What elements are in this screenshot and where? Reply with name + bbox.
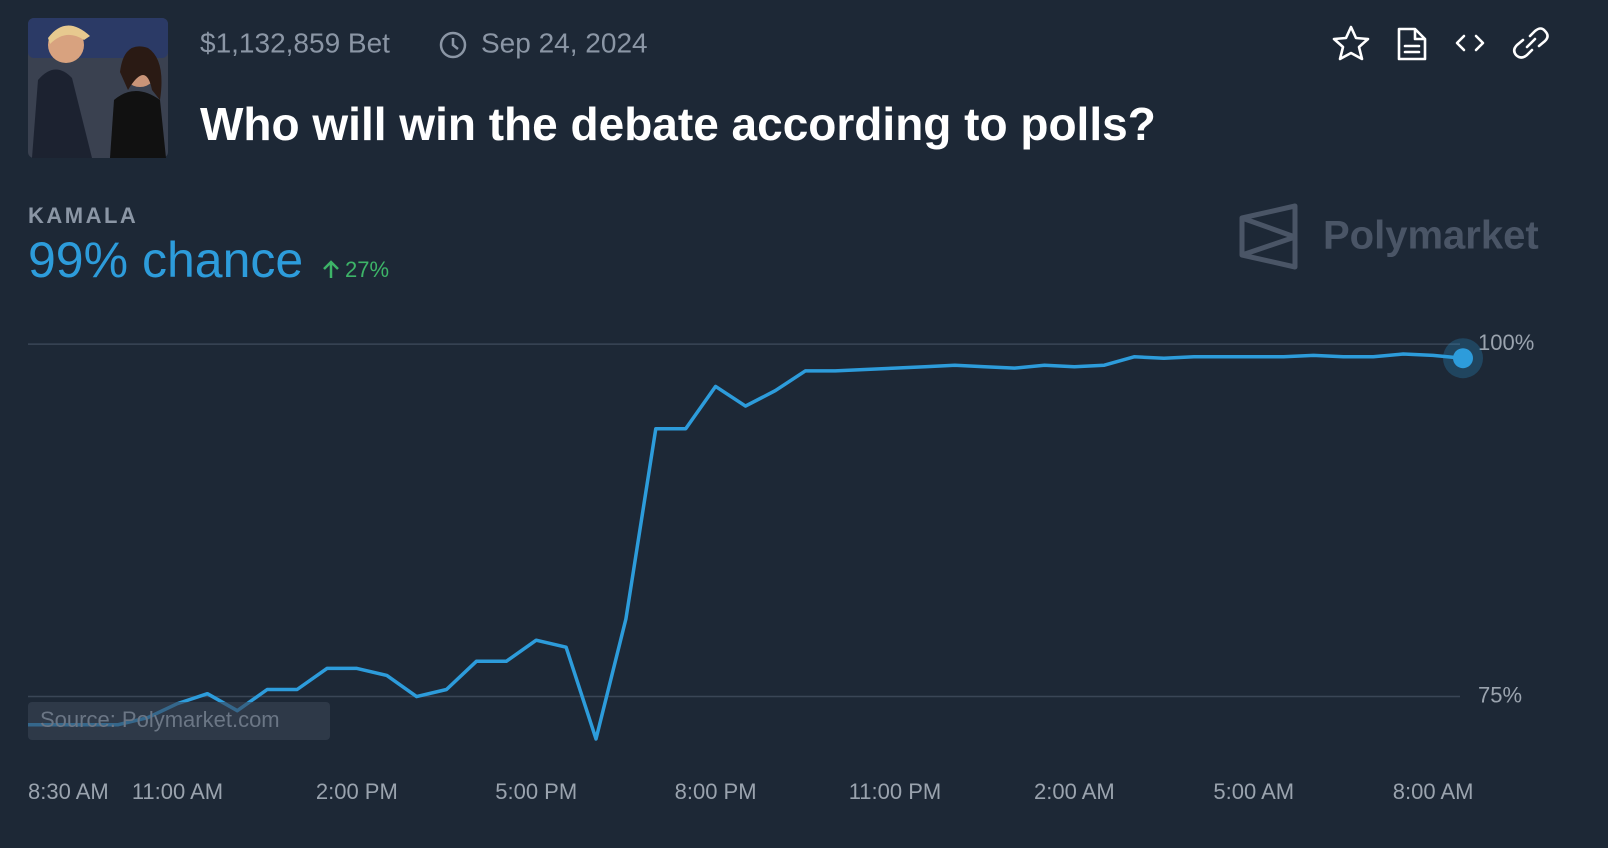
date: Sep 24, 2024	[481, 27, 648, 58]
x-tick-label: 8:30 AM	[28, 779, 109, 804]
volume: $1,132,859 Bet	[200, 27, 390, 58]
chance: 99% chance	[28, 232, 303, 288]
brand-name: Polymarket	[1323, 214, 1539, 258]
link-icon[interactable]	[1512, 27, 1549, 59]
embed-icon[interactable]	[1455, 34, 1485, 52]
brand-logo	[1239, 203, 1298, 270]
market-image	[28, 18, 168, 158]
star-icon[interactable]	[1332, 25, 1370, 61]
outcome-label: KAMALA	[28, 203, 138, 228]
x-tick-label: 2:00 AM	[1034, 779, 1115, 804]
y-tick-label: 100%	[1478, 330, 1534, 355]
x-tick-label: 5:00 PM	[495, 779, 577, 804]
x-tick-label: 8:00 PM	[675, 779, 757, 804]
end-dot	[1453, 348, 1473, 369]
source: Source: Polymarket.com	[40, 707, 280, 732]
plot: 75% 100% 8:30 AM 11:00 AM 2:00 PM 5:00 PM 8:00…	[28, 330, 1534, 804]
x-tick-label: 11:00 AM	[132, 779, 223, 804]
price-line	[28, 352, 1464, 741]
document-icon[interactable]	[1397, 27, 1427, 61]
y-tick-label: 75%	[1478, 682, 1522, 707]
source-box	[28, 702, 330, 740]
clock-icon	[439, 31, 467, 59]
x-tick-label: 5:00 AM	[1213, 779, 1294, 804]
market-title: Who will win the debate according to pol…	[200, 98, 1156, 150]
change: 27%	[345, 257, 389, 282]
x-tick-label: 8:00 AM	[1393, 779, 1474, 804]
x-tick-label: 2:00 PM	[316, 779, 398, 804]
x-tick-label: 11:00 PM	[849, 779, 942, 804]
up-arrow	[323, 260, 339, 278]
